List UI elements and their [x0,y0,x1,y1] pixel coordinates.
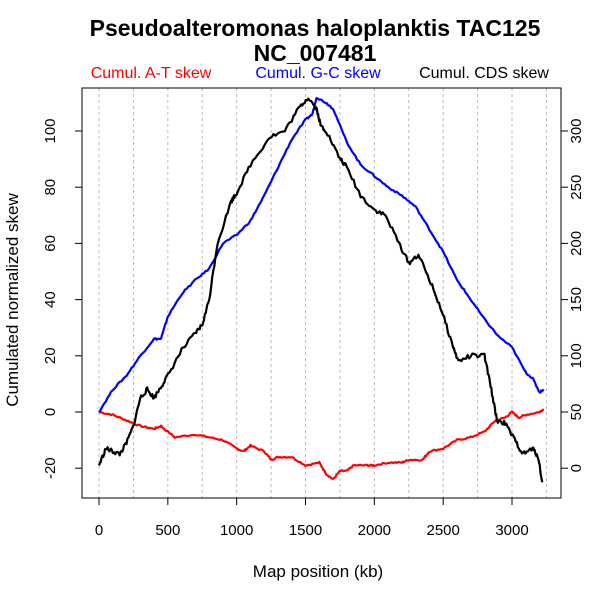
x-axis: 0 500 1000 1500 2000 2500 3000 [95,498,529,539]
right-y-tick-label: 300 [568,118,585,143]
series-line-gc [98,96,545,413]
x-tick-label: 500 [155,522,180,539]
series-line-cds [97,97,544,483]
legend-cds-skew: Cumul. CDS skew [419,65,549,82]
right-y-tick-label: 100 [568,343,585,368]
chart-title-line1: Pseudoalteromonas haloplanktis TAC125 [90,15,541,41]
right-y-axis: 0 50 100 150 200 250 300 [561,118,585,472]
right-y-tick-label: 200 [568,231,585,256]
left-y-tick-label: 40 [42,291,59,308]
right-y-tick-label: 50 [568,404,585,421]
plot-frame [81,87,562,499]
series-lines [97,96,545,483]
left-y-tick-label: 60 [42,235,59,252]
left-y-tick-label: -20 [42,457,59,479]
right-y-tick-label: 0 [568,464,585,472]
x-tick-label: 0 [95,522,103,539]
left-y-tick-label: 0 [42,408,59,416]
right-y-tick-label: 250 [568,175,585,200]
left-y-axis: -20 0 20 40 60 80 100 [42,118,82,479]
x-tick-label: 2500 [426,522,459,539]
right-y-tick-label: 150 [568,287,585,312]
series-line-at [98,408,545,480]
legend-at-skew: Cumul. A-T skew [91,65,212,82]
legend-gc-skew: Cumul. G-C skew [255,65,381,82]
left-y-tick-label: 20 [42,347,59,364]
y-axis-label: Cumulated normalized skew [3,193,22,407]
x-tick-label: 3000 [495,522,528,539]
x-tick-label: 1500 [289,522,322,539]
x-tick-label: 1000 [220,522,253,539]
x-axis-label: Map position (kb) [253,562,383,581]
x-tick-label: 2000 [358,522,391,539]
left-y-tick-label: 100 [42,118,59,143]
left-y-tick-label: 80 [42,179,59,196]
chart-title-line2: NC_007481 [254,40,377,66]
grid-lines [98,88,547,498]
